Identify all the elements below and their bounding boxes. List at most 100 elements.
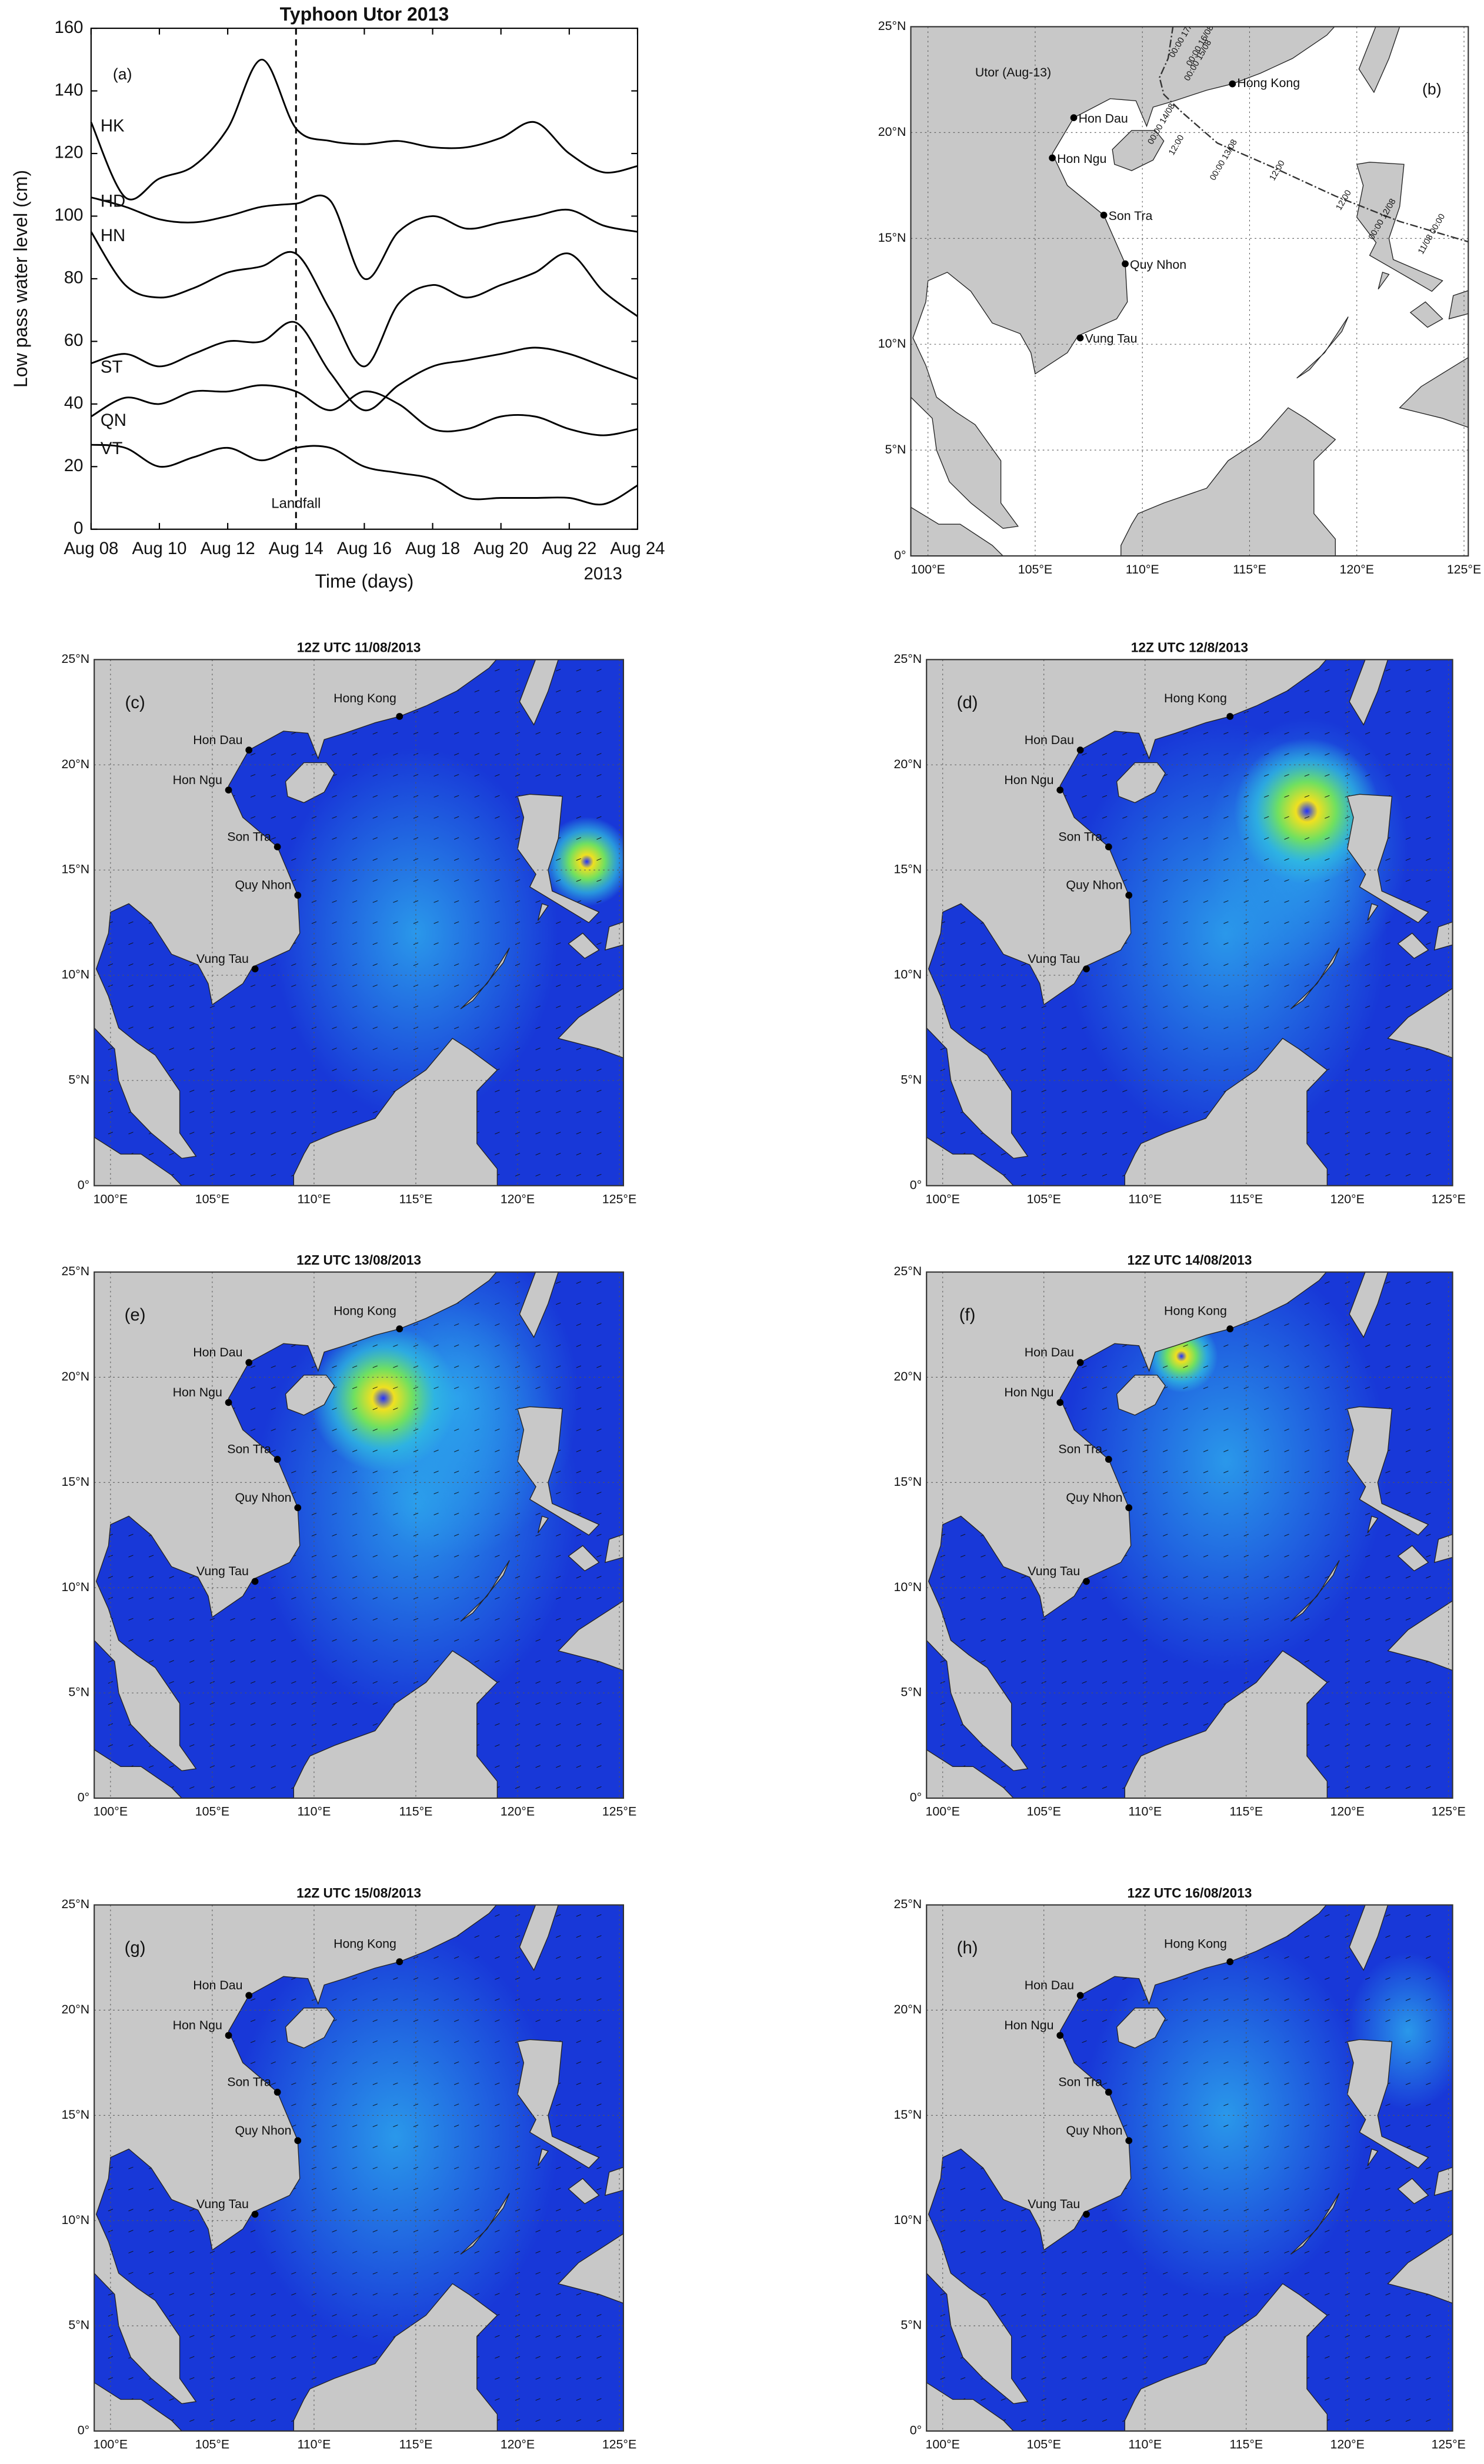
year-label: 2013 [584,564,622,584]
series-label: ST [101,357,123,376]
current-vector [515,963,521,966]
station-label: Quy Nhon [235,1491,291,1505]
current-vector [1405,1005,1411,1008]
current-vector [556,1555,561,1558]
station-label: Hon Ngu [1004,773,1053,787]
current-vector [413,1005,419,1008]
current-vector [1405,1132,1411,1135]
current-vector [1102,1576,1108,1579]
land [94,1272,497,1772]
current-vector [1162,2356,1168,2359]
current-vector [413,732,419,735]
current-vector [1426,1765,1431,1768]
current-vector [230,1089,235,1092]
current-vector [1426,1786,1431,1789]
current-vector [1001,1681,1006,1684]
current-vector [1426,2125,1431,2128]
land [285,762,335,803]
current-vector [413,1492,419,1495]
current-vector [495,816,500,819]
current-vector [352,963,358,966]
current-vector [250,2061,256,2064]
current-vector [495,795,500,798]
current-vector [453,753,459,756]
current-vector [596,1702,602,1705]
current-vector [495,1471,500,1473]
current-vector [332,2209,337,2212]
current-vector [352,2040,358,2043]
current-vector [1325,879,1330,882]
current-vector [1082,1386,1087,1389]
current-vector [960,1555,966,1558]
current-vector [1001,1597,1006,1600]
station-dot [225,2032,232,2039]
current-vector [108,1744,114,1747]
current-vector [1385,732,1390,735]
current-vector [413,1428,419,1431]
current-vector [393,858,398,861]
current-vector [1325,1597,1330,1600]
current-vector [372,2293,378,2296]
current-vector [576,2209,581,2212]
current-vector [1183,1681,1188,1684]
current-vector [556,1089,561,1092]
current-vector [352,1555,358,1558]
current-vector [940,1702,945,1705]
current-vector [1102,2377,1108,2380]
current-vector [271,2377,276,2380]
current-vector [1426,1914,1431,1917]
current-vector [1162,2061,1168,2064]
current-vector [1325,1111,1330,1113]
current-vector [556,1533,561,1536]
current-vector [1365,921,1370,924]
current-vector [372,1555,378,1558]
current-vector [1021,2272,1026,2275]
x-tick-label: Aug 10 [132,539,186,558]
current-vector [1001,1026,1006,1029]
current-vector [474,1365,479,1368]
current-vector [1203,2061,1209,2064]
station-dot [251,1578,259,1585]
current-vector [209,1765,215,1768]
current-vector [352,1681,358,1684]
current-vector [1365,2356,1370,2359]
map-frame [910,26,1469,557]
current-vector [250,1702,256,1705]
current-vector [413,2166,419,2169]
current-vector [1284,2188,1289,2190]
current-vector [352,1449,358,1452]
current-vector [1203,1026,1209,1029]
current-vector [1223,1639,1229,1642]
current-vector [148,1026,154,1029]
current-vector [1325,1977,1330,1980]
land [519,659,559,726]
current-vector [1082,1153,1087,1156]
current-vector [1082,2040,1087,2043]
current-vector [1061,1089,1067,1092]
current-vector [433,2019,439,2022]
current-vector [291,1089,296,1092]
lat-tick-label: 10°N [61,1580,89,1594]
lon-tick-label: 120°E [1330,1805,1365,1819]
current-vector [1102,2398,1108,2401]
current-vector [169,2314,174,2317]
current-vector [332,1618,337,1621]
current-vector [332,1365,337,1368]
current-vector [332,2250,337,2253]
current-vector [1223,2125,1229,2128]
current-vector [1325,2377,1330,2380]
current-vector [596,2061,602,2064]
current-vector [1243,963,1249,966]
current-vector [1102,1597,1108,1600]
current-vector [1284,1344,1289,1347]
current-vector [372,1471,378,1473]
current-vector [1021,2419,1026,2422]
current-vector [515,1786,521,1789]
current-vector [332,858,337,861]
current-vector [495,2082,500,2085]
current-vector [332,1449,337,1452]
current-vector [556,2125,561,2128]
current-vector [576,1681,581,1684]
current-vector [474,2125,479,2128]
current-vector [291,1132,296,1135]
